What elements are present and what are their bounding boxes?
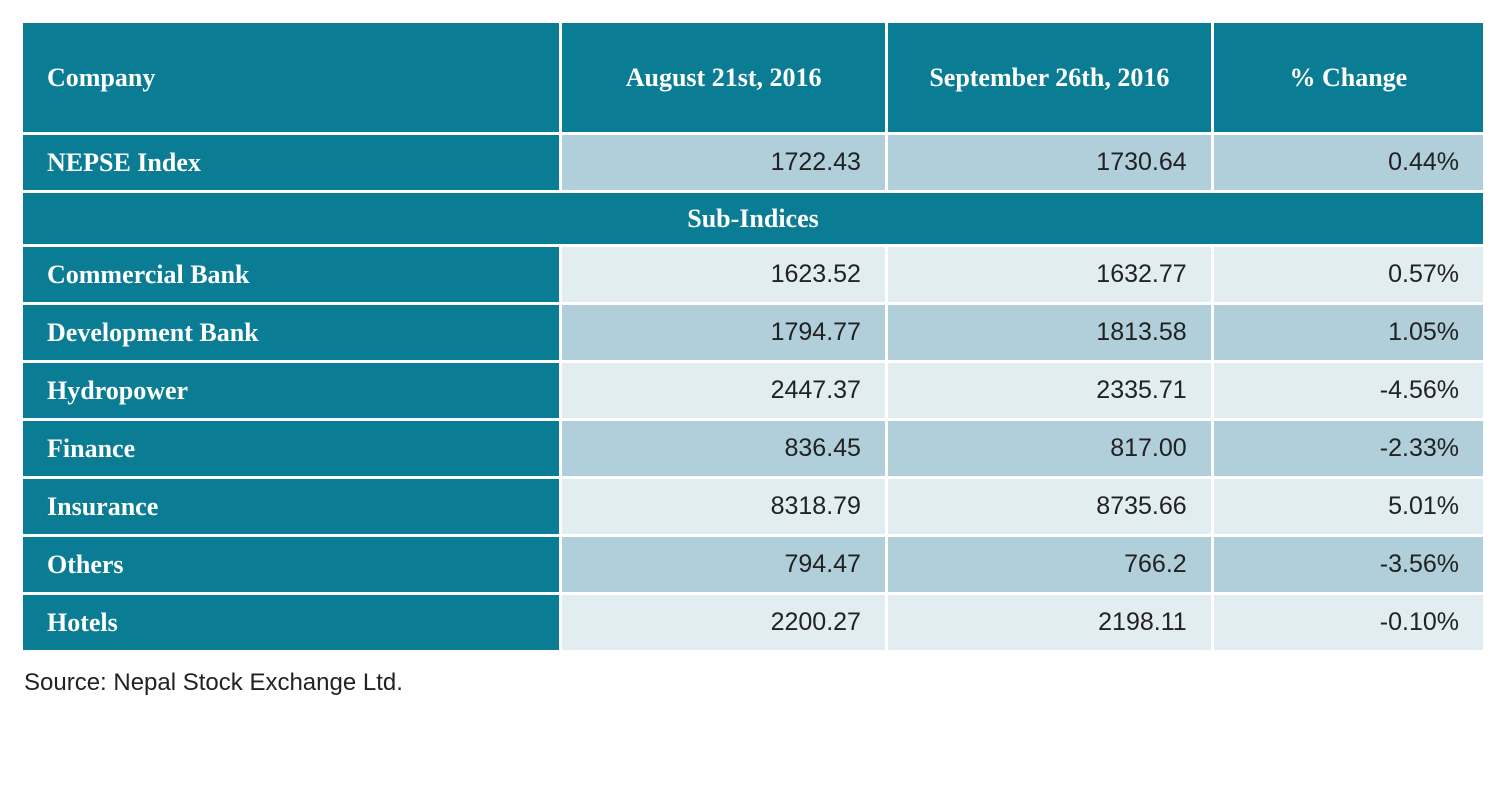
row-pct: 0.57%	[1212, 246, 1484, 304]
row-aug: 1623.52	[561, 246, 887, 304]
row-pct: 1.05%	[1212, 304, 1484, 362]
index-table: Company August 21st, 2016 September 26th…	[20, 20, 1486, 653]
table-row: Hydropower 2447.37 2335.71 -4.56%	[22, 362, 1485, 420]
row-label: Hotels	[22, 594, 561, 652]
table-row: Finance 836.45 817.00 -2.33%	[22, 420, 1485, 478]
col-header-company: Company	[22, 22, 561, 134]
section-band-label: Sub-Indices	[22, 192, 1485, 246]
row-aug: 8318.79	[561, 478, 887, 536]
row-label: Hydropower	[22, 362, 561, 420]
row-label: Development Bank	[22, 304, 561, 362]
col-header-sep: September 26th, 2016	[886, 22, 1212, 134]
row-sep: 817.00	[886, 420, 1212, 478]
main-index-row: NEPSE Index 1722.43 1730.64 0.44%	[22, 134, 1485, 192]
row-sep: 2198.11	[886, 594, 1212, 652]
row-aug: 836.45	[561, 420, 887, 478]
row-aug: 2200.27	[561, 594, 887, 652]
row-sep: 1813.58	[886, 304, 1212, 362]
index-table-container: Company August 21st, 2016 September 26th…	[20, 20, 1486, 697]
main-index-sep: 1730.64	[886, 134, 1212, 192]
row-sep: 2335.71	[886, 362, 1212, 420]
table-row: Development Bank 1794.77 1813.58 1.05%	[22, 304, 1485, 362]
row-aug: 1794.77	[561, 304, 887, 362]
row-label: Others	[22, 536, 561, 594]
table-row: Commercial Bank 1623.52 1632.77 0.57%	[22, 246, 1485, 304]
row-pct: -4.56%	[1212, 362, 1484, 420]
row-label: Commercial Bank	[22, 246, 561, 304]
row-pct: -2.33%	[1212, 420, 1484, 478]
row-pct: 5.01%	[1212, 478, 1484, 536]
table-row: Others 794.47 766.2 -3.56%	[22, 536, 1485, 594]
table-row: Insurance 8318.79 8735.66 5.01%	[22, 478, 1485, 536]
row-sep: 8735.66	[886, 478, 1212, 536]
main-index-pct: 0.44%	[1212, 134, 1484, 192]
row-pct: -0.10%	[1212, 594, 1484, 652]
row-sep: 1632.77	[886, 246, 1212, 304]
table-header-row: Company August 21st, 2016 September 26th…	[22, 22, 1485, 134]
main-index-aug: 1722.43	[561, 134, 887, 192]
row-aug: 794.47	[561, 536, 887, 594]
main-index-label: NEPSE Index	[22, 134, 561, 192]
col-header-pct: % Change	[1212, 22, 1484, 134]
row-sep: 766.2	[886, 536, 1212, 594]
row-pct: -3.56%	[1212, 536, 1484, 594]
section-band-row: Sub-Indices	[22, 192, 1485, 246]
col-header-aug: August 21st, 2016	[561, 22, 887, 134]
table-row: Hotels 2200.27 2198.11 -0.10%	[22, 594, 1485, 652]
row-aug: 2447.37	[561, 362, 887, 420]
row-label: Insurance	[22, 478, 561, 536]
row-label: Finance	[22, 420, 561, 478]
source-text: Source: Nepal Stock Exchange Ltd.	[20, 653, 1486, 697]
